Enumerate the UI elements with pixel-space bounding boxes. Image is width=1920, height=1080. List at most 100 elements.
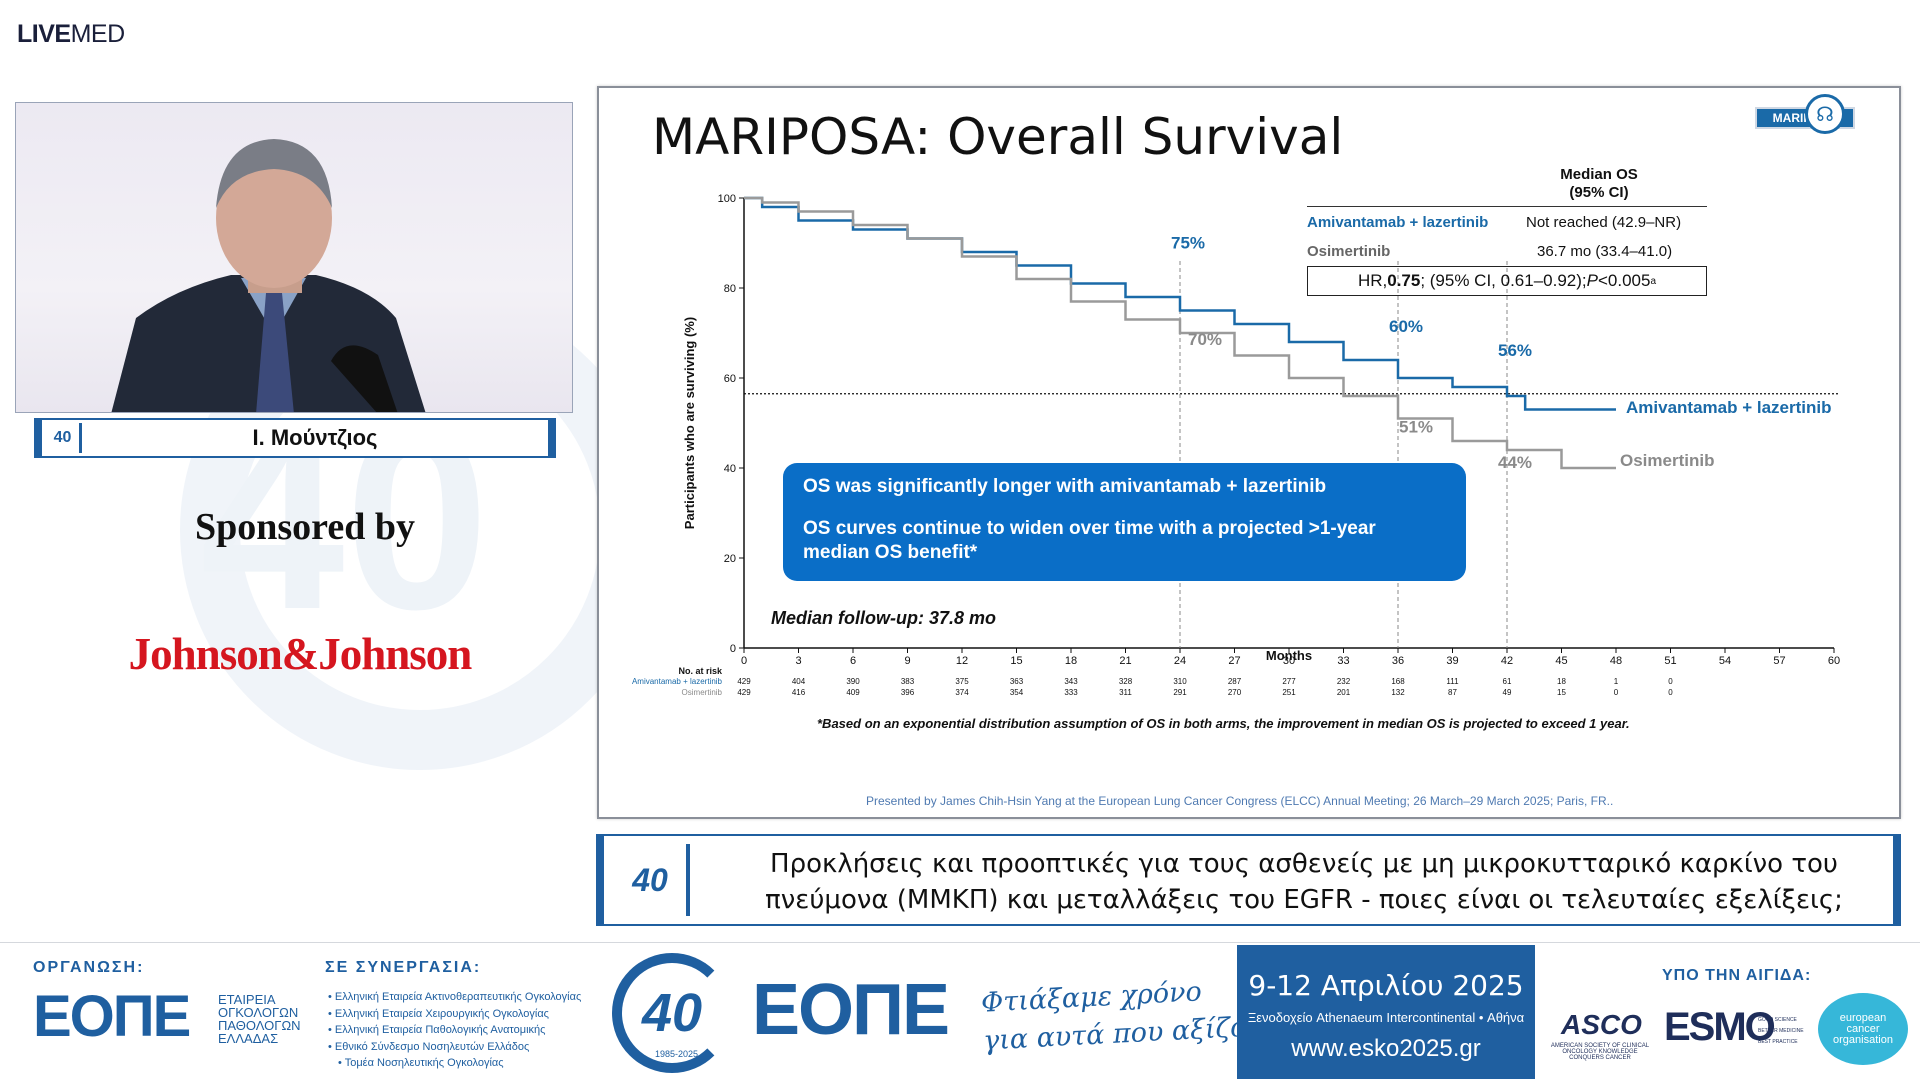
risk-table-cell: 0 [1668,688,1673,697]
presentation-slide: MARIPOSA: Overall Survival MARIPOSA ☊ 02… [597,86,1901,819]
risk-table-cell: 0 [1668,677,1673,686]
key-finding-callout: OS was significantly longer with amivant… [783,463,1466,581]
risk-table-cell: 15 [1557,688,1566,697]
esmo-tagline: GOOD SCIENCE BETTER MEDICINE BEST PRACTI… [1758,1017,1804,1045]
speaker-figure [111,139,426,412]
x-axis-label: Months [1266,648,1312,663]
x-tick-label: 30 [1283,655,1295,667]
risk-table-cell: 383 [901,677,915,686]
y-tick-label: 60 [724,373,736,385]
risk-table-cell: 396 [901,688,915,697]
callout-line-2: OS curves continue to widen over time wi… [803,518,1376,563]
event-website: www.esko2025.gr [1291,1035,1481,1062]
risk-table-cell: 333 [1064,688,1078,697]
x-tick-label: 51 [1664,655,1676,667]
eco-logo: european cancer organisation [1818,993,1908,1065]
x-tick-label: 24 [1174,655,1186,667]
risk-table-cell: 18 [1557,677,1566,686]
risk-table-cell: 1 [1614,677,1619,686]
x-tick-label: 45 [1555,655,1567,667]
risk-table-cell: 232 [1337,677,1351,686]
x-tick-label: 54 [1719,655,1731,667]
collaboration-label: ΣΕ ΣΥΝΕΡΓΑΣΙΑ: [325,959,482,976]
annotation-osi: 70% [1188,330,1222,349]
organizer-logo: ΕΟΠΕ [33,984,191,1049]
risk-table-cell: 375 [955,677,969,686]
collab-item: Ελληνική Εταιρεία Ακτινοθεραπευτικής Ογκ… [328,989,581,1006]
x-tick-label: 12 [956,655,968,667]
km-curve-amivantamab [744,196,1616,411]
y-tick-label: 40 [724,463,736,475]
sponsor-logo: Johnson&Johnson [128,629,473,679]
anniversary-logo: 40 [612,953,732,1073]
km-curve-osimertinib [744,196,1616,470]
x-tick-label: 0 [741,655,747,667]
organizer-name: ΕΤΑΙΡΕΙΑ ΟΓΚΟΛΟΓΩΝ ΠΑΘΟΛΟΓΩΝ ΕΛΛΑΔΑΣ [218,992,301,1046]
esmo-logo: ESMO [1664,1005,1776,1049]
risk-table-cell: 390 [846,677,860,686]
arm2-median: 36.7 mo (33.4–41.0) [1537,243,1673,260]
x-tick-label: 6 [850,655,856,667]
curve-label-ami: Amivantamab + lazertinib [1626,398,1832,417]
risk-table-cell: 310 [1173,677,1187,686]
hazard-ratio-box: HR, 0.75; (95% CI, 0.61–0.92); P <0.005 a [1307,266,1707,296]
annotation-ami: 75% [1171,234,1205,253]
x-tick-label: 36 [1392,655,1404,667]
risk-table-cell: 270 [1228,688,1242,697]
collaboration-list: Ελληνική Εταιρεία Ακτινοθεραπευτικής Ογκ… [328,989,581,1072]
risk-table-cell: 311 [1119,688,1132,697]
arm1-name: Amivantamab + lazertinib [1307,214,1489,231]
y-axis-label: Participants who are surviving (%) [682,317,697,529]
x-tick-label: 3 [795,655,801,667]
collab-item: Ελληνική Εταιρεία Παθολογικής Ανατομικής [328,1022,581,1039]
risk-table-cell: 201 [1337,688,1351,697]
x-tick-label: 15 [1010,655,1022,667]
risk-table-cell: 111 [1446,677,1459,686]
speaker-name-bar: 40 Ι. Μούντζιος [34,418,556,458]
x-tick-label: 27 [1228,655,1240,667]
slide-footnote: *Based on an exponential distribution as… [817,716,1630,731]
event-dates: 9-12 Απριλίου 2025 [1248,969,1524,1002]
curve-label-osi: Osimertinib [1620,451,1715,470]
x-tick-label: 39 [1446,655,1458,667]
risk-table-cell: 404 [792,677,806,686]
risk-table-cell: 429 [737,688,751,697]
x-tick-label: 57 [1773,655,1785,667]
risk-table-cell: 374 [955,688,969,697]
speaker-name: Ι. Μούντζιος [252,425,378,450]
collab-item: Εθνικό Σύνδεσμο Νοσηλευτών Ελλάδος [328,1039,581,1056]
event-venue: Ξενοδοχείο Athenaeum Intercontinental • … [1247,1010,1525,1025]
risk-table-cell: 363 [1010,677,1024,686]
lungs-icon: ☊ [1805,94,1845,134]
risk-table-header: No. at risk [678,666,723,676]
arm1-median: Not reached (42.9–NR) [1526,214,1682,231]
sponsored-label: Sponsored by [194,506,415,548]
espe-logo: ΕΟΠΕ [752,970,950,1050]
annotation-ami: 56% [1498,341,1532,360]
median-table-rule [1307,206,1707,207]
callout-line-1: OS was significantly longer with amivant… [803,476,1327,497]
annotation-osi: 44% [1498,453,1532,472]
x-tick-label: 18 [1065,655,1077,667]
median-os-header: Median OS (95% CI) [1560,166,1638,201]
annotation-ami: 60% [1389,317,1423,336]
risk-table-cell: 49 [1503,688,1512,697]
presented-by: Presented by James Chih-Hsin Yang at the… [866,794,1614,808]
x-tick-label: 33 [1337,655,1349,667]
annotation-osi: 51% [1399,418,1433,437]
slide-title: MARIPOSA: Overall Survival [652,108,1344,166]
event-footer: ΟΡΓΑΝΩΣΗ: ΕΟΠΕ ΕΤΑΙΡΕΙΑ ΟΓΚΟΛΟΓΩΝ ΠΑΘΟΛΟ… [0,942,1920,1080]
x-tick-label: 42 [1501,655,1513,667]
risk-table-cell: 87 [1448,688,1457,697]
x-tick-label: 9 [904,655,910,667]
anniversary-years: 1985-2025 [655,1049,699,1059]
y-tick-label: 0 [730,643,736,655]
risk-table-cell: 291 [1173,688,1187,697]
risk-table-row-label: Amivantamab + lazertinib [632,677,723,686]
x-tick-label: 60 [1828,655,1840,667]
speaker-video [15,102,573,413]
risk-table-cell: 277 [1282,677,1296,686]
topic-bar: 40 Προκλήσεις και προοπτικές για τους ασ… [596,834,1901,926]
